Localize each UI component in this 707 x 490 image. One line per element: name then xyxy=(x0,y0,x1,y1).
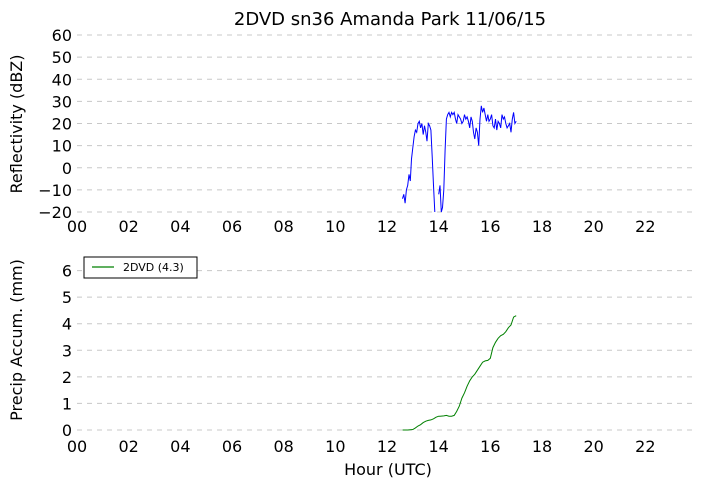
top-xtick-label: 02 xyxy=(118,217,138,236)
bot-ytick-label: 5 xyxy=(62,288,72,307)
top-xtick-label: 16 xyxy=(480,217,500,236)
bot-ytick-label: 1 xyxy=(62,394,72,413)
bot-xtick-label: 12 xyxy=(377,437,397,456)
top-xtick-label: 06 xyxy=(222,217,242,236)
top-xtick-label: 20 xyxy=(583,217,603,236)
bot-xtick-label: 02 xyxy=(118,437,138,456)
top-chart-ylabel: Reflectivity (dBZ) xyxy=(7,55,26,194)
bot-xtick-label: 00 xyxy=(67,437,87,456)
top-xtick-label: 00 xyxy=(67,217,87,236)
bottom-chart-series xyxy=(402,315,517,431)
bot-xtick-label: 04 xyxy=(170,437,190,456)
top-series-line xyxy=(438,105,517,213)
top-ytick-label: −20 xyxy=(38,203,72,222)
top-xtick-label: 08 xyxy=(273,217,293,236)
bot-xtick-label: 14 xyxy=(428,437,448,456)
bottom-chart-gridlines xyxy=(77,270,697,431)
bot-ytick-label: 2 xyxy=(62,368,72,387)
bottom-chart-xlabel: Hour (UTC) xyxy=(344,460,432,479)
top-chart-xticks: 00 02 04 06 08 10 12 14 16 18 20 22 xyxy=(67,217,656,236)
top-ytick-label: 20 xyxy=(52,115,72,134)
top-chart-gridlines xyxy=(77,34,697,213)
bottom-chart-ylabel: Precip Accum. (mm) xyxy=(7,259,26,421)
top-ytick-label: 50 xyxy=(52,48,72,67)
top-ytick-label: 60 xyxy=(52,26,72,45)
top-xtick-label: 12 xyxy=(377,217,397,236)
top-chart-yticks: 60 50 40 30 20 10 0 −10 −20 xyxy=(38,26,72,222)
top-chart-title: 2DVD sn36 Amanda Park 11/06/15 xyxy=(234,9,546,30)
top-xtick-label: 10 xyxy=(325,217,345,236)
top-ytick-label: 30 xyxy=(52,92,72,111)
top-series-line xyxy=(402,119,436,213)
bot-series-line xyxy=(402,315,517,431)
top-xtick-label: 04 xyxy=(170,217,190,236)
bot-ytick-label: 6 xyxy=(62,262,72,281)
top-xtick-label: 22 xyxy=(635,217,655,236)
top-ytick-label: 40 xyxy=(52,70,72,89)
bot-xtick-label: 06 xyxy=(222,437,242,456)
bottom-chart-legend: 2DVD (4.3) xyxy=(83,256,198,279)
bottom-chart-xticks: 00 02 04 06 08 10 12 14 16 18 20 22 xyxy=(67,437,656,456)
bot-ytick-label: 4 xyxy=(62,315,72,334)
bot-xtick-label: 18 xyxy=(532,437,552,456)
top-xtick-label: 14 xyxy=(428,217,448,236)
bot-ytick-label: 3 xyxy=(62,341,72,360)
bot-xtick-label: 10 xyxy=(325,437,345,456)
legend-label: 2DVD (4.3) xyxy=(123,261,184,274)
bottom-chart-yticks: 6 5 4 3 2 1 0 xyxy=(62,262,72,440)
top-ytick-label: 0 xyxy=(62,159,72,178)
bot-xtick-label: 22 xyxy=(635,437,655,456)
bot-ytick-label: 0 xyxy=(62,421,72,440)
top-ytick-label: −10 xyxy=(38,181,72,200)
bot-xtick-label: 16 xyxy=(480,437,500,456)
bot-xtick-label: 08 xyxy=(273,437,293,456)
top-ytick-label: 10 xyxy=(52,137,72,156)
top-xtick-label: 18 xyxy=(532,217,552,236)
legend-box xyxy=(83,256,198,279)
bot-xtick-label: 20 xyxy=(583,437,603,456)
top-chart-series xyxy=(402,105,517,213)
